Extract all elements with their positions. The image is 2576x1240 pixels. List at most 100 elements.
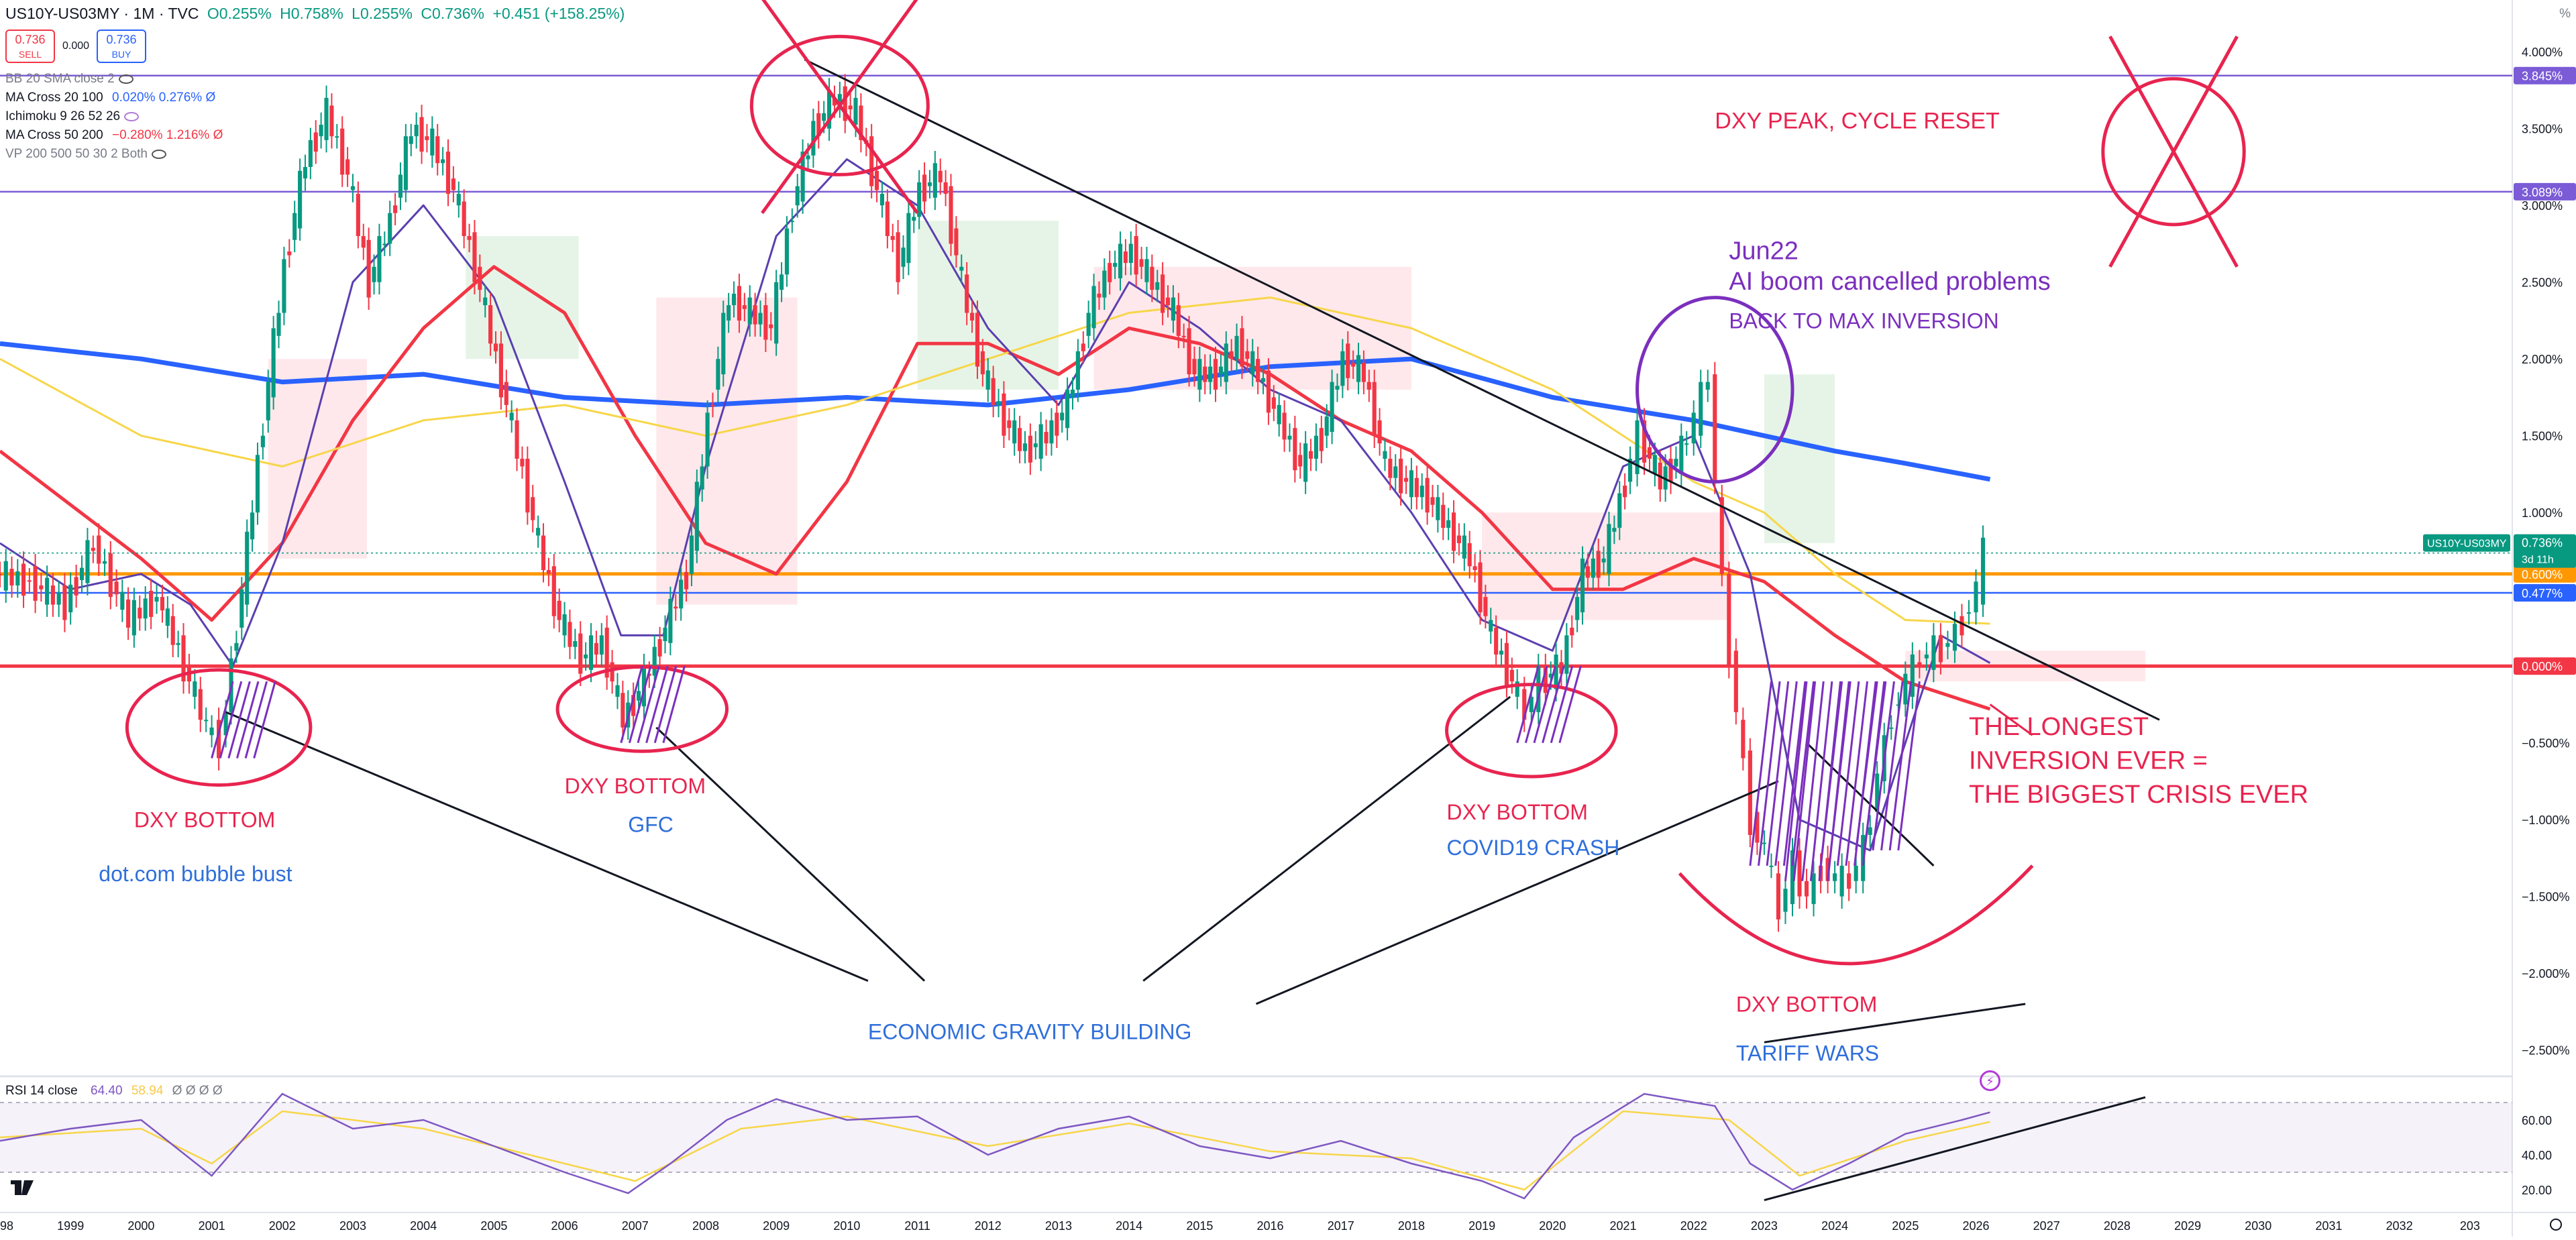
candle-body xyxy=(716,359,720,390)
indicator-vp[interactable]: VP 200 500 50 30 2 Both xyxy=(5,145,223,164)
level-tag-bg xyxy=(2514,657,2576,675)
candle-body xyxy=(1699,382,1703,436)
candle-body xyxy=(927,182,932,186)
candle-body xyxy=(21,563,26,596)
candle-body xyxy=(441,159,445,164)
candle-body xyxy=(356,194,360,237)
tradingview-logo-icon xyxy=(11,1180,34,1195)
candle-body xyxy=(758,313,763,325)
eye-icon[interactable] xyxy=(152,149,166,159)
candle-body xyxy=(1361,362,1366,382)
hatch-stroke xyxy=(1774,681,1798,866)
candle-body xyxy=(382,243,387,245)
candle-body xyxy=(430,128,435,156)
percent-scale-label[interactable]: % xyxy=(2559,7,2571,21)
buy-button[interactable]: 0.736 BUY xyxy=(97,30,146,63)
candle-body xyxy=(1081,343,1085,351)
candle-body xyxy=(120,591,125,610)
annotation-text: AI boom cancelled problems xyxy=(1729,268,2050,296)
time-tick-label: 2007 xyxy=(622,1219,649,1233)
level-tag-label: 0.477% xyxy=(2522,587,2563,600)
annotation-text: DXY BOTTOM xyxy=(1447,800,1588,824)
candle-body xyxy=(340,128,345,175)
candle-body xyxy=(324,97,329,140)
eye-icon[interactable] xyxy=(124,111,140,121)
candle-body xyxy=(1229,351,1234,359)
candle-body xyxy=(308,139,313,167)
time-tick-label: 2023 xyxy=(1751,1219,1778,1233)
indicator-ichimoku[interactable]: Ichimoku 9 26 52 26 xyxy=(5,107,223,126)
candle-body xyxy=(551,566,556,616)
symbol-label[interactable]: US10Y-US03MY · 1M · TVC xyxy=(5,5,199,22)
annotation-text: Jun22 xyxy=(1729,237,1799,265)
legend: US10Y-US03MY · 1M · TVC O0.255% H0.758% … xyxy=(5,4,629,23)
candle-body xyxy=(980,351,985,375)
hatch-stroke xyxy=(1766,681,1790,866)
rsi-line xyxy=(0,1092,1990,1200)
time-tick-label: 2002 xyxy=(269,1219,296,1233)
candle-body xyxy=(874,170,879,190)
trendline-6 xyxy=(1764,1003,2026,1044)
annotation-text: THE LONGEST xyxy=(1969,713,2149,741)
candle-body xyxy=(985,370,990,390)
candle-body xyxy=(1091,286,1096,329)
indicator-ma50200[interactable]: MA Cross 50 200 −0.280% 1.216% Ø xyxy=(5,126,223,145)
level-tag-bg xyxy=(2514,182,2576,201)
candle-body xyxy=(445,152,451,194)
time-tick-label: 1998 xyxy=(0,1219,13,1233)
candle-body xyxy=(1282,412,1287,440)
sell-label: SELL xyxy=(18,49,42,60)
spread-value: 0.000 xyxy=(62,40,90,52)
sell-price: 0.736 xyxy=(15,33,46,46)
candle-body xyxy=(1668,459,1673,482)
candle-body xyxy=(1924,655,1929,659)
time-tick-label: 2019 xyxy=(1468,1219,1495,1233)
candle-body xyxy=(1691,412,1696,444)
candle-body xyxy=(1441,504,1446,528)
candle-body xyxy=(896,232,900,282)
candle-body xyxy=(1155,282,1160,290)
candle-body xyxy=(282,259,286,313)
candle-body xyxy=(108,553,113,598)
rsi-band xyxy=(0,1103,2512,1172)
candle-body xyxy=(398,174,403,198)
candle-body xyxy=(1607,524,1611,574)
candle-body xyxy=(843,86,847,121)
candle-body xyxy=(62,585,67,620)
time-tick-label: 2008 xyxy=(692,1219,719,1233)
candle-body xyxy=(1165,297,1171,306)
indicator-ma20100[interactable]: MA Cross 20 100 0.020% 0.276% Ø xyxy=(5,89,223,107)
candle-body xyxy=(1388,459,1393,478)
candle-body xyxy=(1456,535,1462,543)
candle-body xyxy=(1917,662,1922,667)
hatch-stroke xyxy=(1897,681,1921,851)
eye-icon[interactable] xyxy=(118,74,133,84)
rsi-legend[interactable]: RSI 14 close 64.40 58.94 Ø Ø Ø Ø xyxy=(5,1084,223,1098)
candle-body xyxy=(33,566,38,601)
lightning-glyph: ⚡ xyxy=(1986,1074,1994,1088)
candle-body xyxy=(520,459,525,467)
indicator-bb[interactable]: BB 20 SMA close 2 xyxy=(5,70,223,89)
candle-body xyxy=(731,293,737,306)
trendline-2 xyxy=(655,726,926,982)
candle-body xyxy=(525,459,530,513)
candle-body xyxy=(303,166,308,179)
candle-body xyxy=(1256,359,1260,382)
candle-body xyxy=(1330,382,1334,432)
candle-body xyxy=(599,635,604,655)
candle-body xyxy=(588,635,594,670)
candle-body xyxy=(1612,528,1617,532)
candle-body xyxy=(515,420,519,459)
sell-button[interactable]: 0.736 SELL xyxy=(5,30,55,63)
candle-body xyxy=(853,97,858,125)
candle-body xyxy=(223,712,228,736)
candle-body xyxy=(509,412,514,420)
candle-body xyxy=(335,136,339,138)
candle-body xyxy=(1139,259,1144,267)
candle-body xyxy=(176,642,180,645)
candle-body xyxy=(832,97,837,106)
candle-body xyxy=(260,435,265,447)
candle-body xyxy=(1776,873,1781,920)
